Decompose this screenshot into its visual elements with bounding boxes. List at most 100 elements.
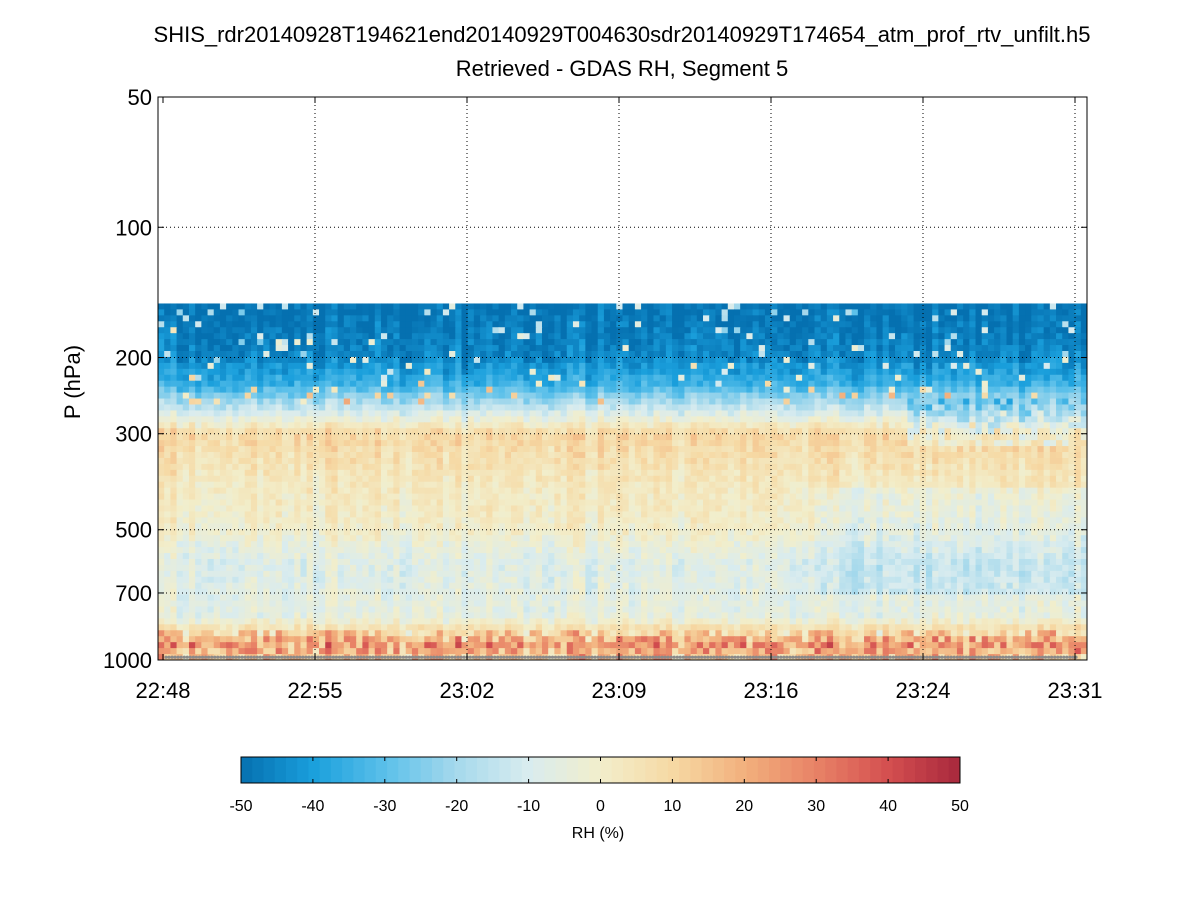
heatmap-cell (331, 410, 339, 417)
heatmap-cell (535, 303, 543, 311)
heatmap-cell (455, 416, 463, 423)
heatmap-cell (188, 309, 196, 316)
heatmap-cell (981, 321, 989, 328)
heatmap-cell (380, 499, 388, 507)
heatmap-cell (529, 374, 537, 382)
heatmap-cell (715, 345, 723, 352)
heatmap-cell (820, 416, 828, 423)
heatmap-cell (343, 469, 351, 477)
heatmap-cell (374, 345, 382, 352)
heatmap-cell (1049, 333, 1057, 340)
heatmap-cell (653, 398, 661, 406)
heatmap-cell (851, 362, 859, 370)
heatmap-cell (721, 416, 729, 423)
heatmap-cell (244, 440, 252, 447)
heatmap-cell (603, 315, 611, 322)
heatmap-cell (975, 457, 983, 465)
heatmap-cell (219, 487, 227, 495)
heatmap-cell (851, 356, 859, 364)
heatmap-cell (399, 493, 407, 501)
heatmap-cell (795, 380, 803, 388)
heatmap-cell (727, 487, 735, 495)
heatmap-cell (826, 410, 834, 417)
heatmap-cell (300, 487, 308, 495)
heatmap-cell (783, 368, 791, 376)
heatmap-cell (1006, 333, 1014, 340)
heatmap-cell (888, 362, 896, 370)
heatmap-cell (455, 386, 463, 394)
heatmap-cell (337, 475, 345, 483)
heatmap-cell (653, 392, 661, 400)
heatmap-cell (399, 410, 407, 417)
heatmap-cell (579, 487, 586, 495)
heatmap-cell (356, 303, 363, 311)
heatmap-cell (641, 351, 648, 358)
heatmap-cell (442, 440, 450, 447)
heatmap-cell (913, 309, 921, 316)
heatmap-cell (950, 309, 958, 316)
heatmap-cell (913, 475, 921, 483)
heatmap-cell (987, 487, 995, 495)
heatmap-cell (343, 321, 351, 328)
heatmap-cell (895, 457, 902, 465)
heatmap-cell (164, 315, 171, 322)
heatmap-cell (1062, 398, 1070, 406)
heatmap-cell (511, 446, 518, 453)
heatmap-cell (164, 434, 171, 441)
heatmap-cell (1012, 327, 1020, 334)
heatmap-cell (1012, 380, 1020, 388)
heatmap-cell (684, 404, 692, 412)
heatmap-cell (870, 380, 878, 388)
heatmap-cell (170, 356, 178, 364)
heatmap-cell (616, 380, 624, 388)
heatmap-cell (1043, 422, 1051, 429)
heatmap-cell (956, 392, 964, 400)
heatmap-cell (1037, 428, 1045, 435)
heatmap-cell (678, 404, 686, 412)
heatmap-cell (319, 315, 326, 322)
heatmap-cell (721, 351, 729, 358)
heatmap-cell (566, 380, 574, 388)
heatmap-cell (647, 333, 655, 340)
heatmap-cell (1012, 309, 1020, 316)
heatmap-cell (783, 452, 791, 459)
heatmap-cell (281, 333, 289, 340)
heatmap-cell (281, 374, 289, 382)
heatmap-cell (647, 440, 655, 447)
heatmap-cell (188, 327, 196, 334)
heatmap-cell (672, 457, 679, 465)
heatmap-cell (591, 404, 599, 412)
heatmap-cell (585, 309, 593, 316)
heatmap-cell (300, 416, 308, 423)
heatmap-cell (901, 345, 908, 352)
heatmap-cell (851, 434, 859, 441)
heatmap-cell (275, 362, 283, 370)
heatmap-cell (665, 362, 673, 370)
heatmap-cell (473, 339, 481, 346)
heatmap-cell (709, 386, 716, 394)
heatmap-cell (641, 428, 648, 435)
heatmap-cell (504, 481, 512, 489)
heatmap-cell (1025, 351, 1032, 358)
heatmap-cell (486, 362, 494, 370)
heatmap-cell (294, 398, 302, 406)
heatmap-cell (696, 398, 704, 406)
heatmap-cell (907, 351, 915, 358)
heatmap-cell (263, 380, 271, 388)
heatmap-cell (678, 428, 686, 435)
heatmap-cell (436, 416, 444, 423)
heatmap-cell (956, 380, 964, 388)
heatmap-cell (709, 475, 716, 483)
heatmap-cell (393, 404, 401, 412)
heatmap-cell (845, 422, 853, 429)
heatmap-cell (306, 481, 314, 489)
heatmap-cell (944, 386, 952, 394)
heatmap-cell (281, 410, 289, 417)
heatmap-cell (158, 410, 165, 417)
heatmap-cell (622, 356, 630, 364)
heatmap-cell (566, 392, 574, 400)
heatmap-cell (219, 315, 227, 322)
heatmap-cell (820, 386, 828, 394)
heatmap-cell (616, 446, 624, 453)
heatmap-cell (529, 398, 537, 406)
